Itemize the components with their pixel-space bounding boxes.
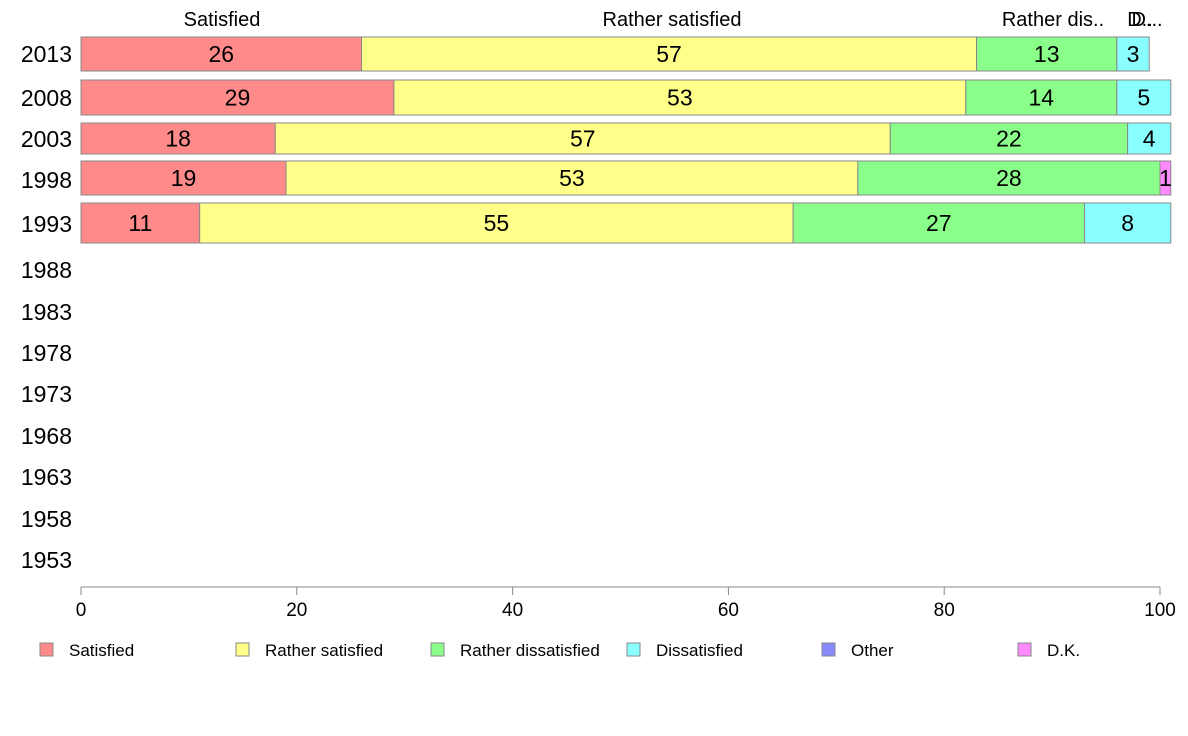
bar-value-label: 8 — [1121, 210, 1134, 236]
y-tick-label: 1988 — [21, 257, 72, 283]
bar-segment — [274, 122, 891, 155]
top-series-label: D... — [1131, 9, 1162, 31]
bar-value-label: 57 — [570, 126, 596, 152]
y-tick-label: 2003 — [21, 126, 72, 152]
legend-swatch — [821, 642, 836, 657]
bar-value-label: 27 — [926, 210, 952, 236]
bar-segment — [199, 202, 794, 244]
x-tick-label: 20 — [286, 600, 307, 621]
bar-value-label: 28 — [996, 165, 1022, 191]
bar-segment — [965, 79, 1118, 116]
y-tick-label: 1953 — [21, 547, 72, 573]
bar-value-label: 55 — [484, 210, 510, 236]
x-tick-label: 0 — [76, 600, 87, 621]
legend-label: Dissatisfied — [656, 641, 743, 660]
bar-segment — [857, 160, 1161, 196]
legend-swatch — [39, 642, 54, 657]
y-tick-label: 1978 — [21, 340, 72, 366]
x-tick-label: 60 — [718, 600, 739, 621]
bar-value-label: 4 — [1143, 126, 1156, 152]
bar-segment — [1083, 202, 1172, 244]
y-tick-label: 2013 — [21, 41, 72, 67]
x-tick-label: 80 — [934, 600, 955, 621]
bar-value-label: 14 — [1029, 85, 1055, 111]
bar-segment — [792, 202, 1085, 244]
top-series-label: Rather satisfied — [603, 9, 742, 31]
bar-segment — [1116, 79, 1172, 116]
bar-segment — [1116, 36, 1150, 72]
bar-value-label: 1 — [1159, 165, 1172, 191]
bar-value-label: 29 — [225, 85, 251, 111]
bar-segment — [80, 122, 276, 155]
bar-segment — [80, 79, 395, 116]
y-tick-label: 1963 — [21, 464, 72, 490]
y-tick-label: 1958 — [21, 506, 72, 532]
bar-value-label: 11 — [128, 210, 152, 236]
bar-value-label: 5 — [1137, 85, 1150, 111]
legend-label: Satisfied — [69, 641, 134, 660]
bar-segment — [1159, 160, 1172, 196]
y-tick-label: 1998 — [21, 167, 72, 193]
y-tick-label: 1968 — [21, 423, 72, 449]
legend-label: D.K. — [1047, 641, 1080, 660]
legend-label: Rather dissatisfied — [460, 641, 600, 660]
y-tick-label: 1983 — [21, 299, 72, 325]
bar-value-label: 26 — [208, 41, 234, 67]
bar-segment — [285, 160, 859, 196]
bar-segment — [889, 122, 1129, 155]
legend-swatch — [235, 642, 250, 657]
top-series-label: Rather dis.. — [1002, 9, 1104, 31]
bar-value-label: 3 — [1127, 41, 1140, 67]
bar-segment — [393, 79, 967, 116]
bar-segment — [80, 160, 287, 196]
top-series-label: D.. — [1127, 9, 1153, 31]
top-series-label: Satisfied — [184, 9, 261, 31]
x-tick-label: 40 — [502, 600, 523, 621]
bar-segment — [80, 202, 201, 244]
x-tick-label: 100 — [1144, 600, 1176, 621]
bar-segment — [1127, 122, 1172, 155]
y-tick-label: 1993 — [21, 211, 72, 237]
y-tick-label: 1973 — [21, 381, 72, 407]
legend-swatch — [430, 642, 445, 657]
bar-value-label: 53 — [559, 165, 585, 191]
bar-value-label: 13 — [1034, 41, 1060, 67]
bar-value-label: 19 — [171, 165, 197, 191]
legend-label: Rather satisfied — [265, 641, 383, 660]
bar-value-label: 53 — [667, 85, 693, 111]
y-tick-label: 2008 — [21, 85, 72, 111]
bar-value-label: 18 — [165, 126, 191, 152]
bar-segment — [361, 36, 978, 72]
bar-value-label: 22 — [996, 126, 1022, 152]
legend-swatch — [1017, 642, 1032, 657]
bar-value-label: 57 — [656, 41, 682, 67]
legend-label: Other — [851, 641, 894, 660]
legend-swatch — [626, 642, 641, 657]
